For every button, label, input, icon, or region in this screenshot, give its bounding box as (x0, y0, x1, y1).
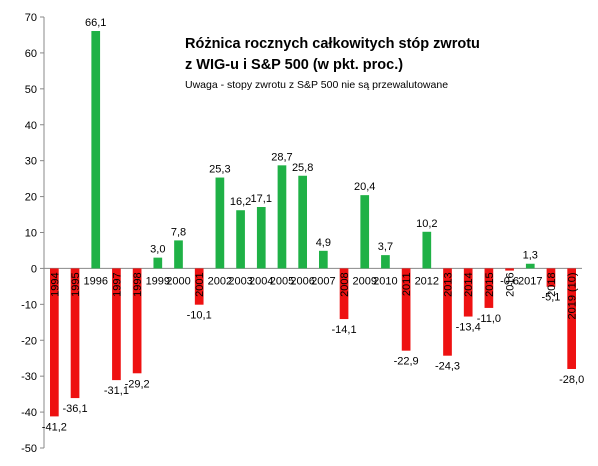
chart-title-line2: z WIG-u i S&P 500 (w pkt. proc.) (185, 57, 404, 73)
x-tick-label: 2015 (484, 272, 496, 296)
data-label: 4,9 (316, 237, 331, 249)
bar-2011 (401, 268, 411, 351)
data-label: 66,1 (85, 17, 106, 29)
data-label: 7,8 (171, 226, 186, 238)
x-tick-label: 1995 (70, 272, 82, 296)
data-label: -24,3 (435, 361, 460, 373)
bar-2009 (360, 195, 370, 269)
x-tick-label: 2006 (290, 275, 314, 287)
bar-1994 (50, 268, 59, 417)
data-labels: -41,2 -36,1 66,1 -31,1-29,2 3,0 7,8 -10,1 25,3 1… (42, 17, 584, 433)
bar-1995 (70, 268, 80, 399)
x-tick-label: 2016 (505, 272, 517, 296)
bar-2001 (194, 268, 204, 305)
bar-2016 (505, 268, 514, 271)
data-label: -14,1 (331, 324, 356, 336)
bar-1996 (91, 31, 101, 269)
x-tick-label: 2000 (166, 275, 190, 287)
x-tick-label: 2019 (10) (567, 272, 579, 319)
y-tick-label: -40 (21, 407, 37, 419)
data-label: 3,7 (378, 241, 393, 253)
y-tick-label: 60 (25, 48, 37, 60)
y-tick-label: 50 (25, 84, 37, 96)
x-tick-label: 2001 (194, 272, 206, 296)
x-tick-label: 2005 (270, 275, 294, 287)
x-tick-label: 2009 (352, 275, 376, 287)
y-tick-label: 70 (25, 12, 37, 24)
data-label: -41,2 (42, 421, 67, 433)
x-tick-label: 1998 (132, 272, 144, 296)
x-tick-label: 2008 (339, 272, 351, 296)
x-tick-label: 1999 (146, 275, 170, 287)
bar-2015 (484, 268, 494, 308)
x-tick-label: 2004 (249, 275, 273, 287)
x-tick-label: 2013 (443, 272, 455, 296)
chart-title-line1: Różnica rocznych całkowitych stóp zwrotu (185, 36, 480, 52)
bar-2013 (443, 268, 452, 356)
data-label: -0,6 (500, 276, 519, 288)
data-label: -36,1 (62, 403, 87, 415)
data-label: -22,9 (394, 356, 419, 368)
chart-title: Różnica rocznych całkowitych stóp zwrotu… (185, 34, 480, 76)
data-label: -28,0 (559, 374, 584, 386)
bar-2000 (174, 240, 183, 269)
bar-2018 (546, 268, 556, 287)
data-label: -5,1 (541, 292, 560, 304)
x-tick-label: 2014 (463, 272, 475, 296)
bar-1997 (112, 268, 121, 381)
y-tick-label: 20 (25, 192, 37, 204)
bar-2007 (319, 250, 328, 269)
x-tick-label: 2002 (208, 275, 232, 287)
bar-2010 (381, 255, 390, 269)
y-tick-label: -20 (21, 335, 37, 347)
x-tick-label: 2011 (401, 272, 413, 296)
data-label: -11,0 (477, 313, 501, 325)
x-tick-label: 2007 (311, 275, 335, 287)
data-label: -10,1 (187, 310, 212, 322)
bar-2017 (525, 263, 535, 269)
x-tick-label: 1996 (83, 275, 107, 287)
bar-2014 (463, 268, 473, 317)
bar-1999 (153, 257, 163, 269)
data-label: 16,2 (230, 196, 251, 208)
x-tick-label: 2012 (415, 275, 439, 287)
y-tick-label: 10 (25, 228, 37, 240)
x-tick-label: 1997 (111, 272, 123, 296)
y-tick-label: 40 (25, 120, 37, 132)
data-label: 25,3 (209, 164, 230, 176)
bars (50, 31, 576, 417)
bar-2006 (298, 175, 307, 269)
data-label: 17,1 (251, 193, 272, 205)
bar-2012 (422, 231, 432, 269)
y-tick-label: -30 (21, 371, 37, 383)
x-tick-label: 2018 (546, 272, 558, 296)
bar-201910 (567, 268, 576, 369)
data-label: 28,7 (271, 151, 292, 163)
y-tick-label: 30 (25, 156, 37, 168)
x-tick-label: 2010 (373, 275, 397, 287)
x-tick-label: 1994 (49, 272, 61, 296)
x-tick-label: 2017 (518, 275, 542, 287)
bar-2003 (236, 210, 245, 269)
y-tick-label: -50 (21, 443, 37, 455)
data-label: 3,0 (150, 244, 165, 256)
bar-2002 (215, 177, 225, 269)
data-label: 25,8 (292, 162, 313, 174)
y-tick-label: 0 (31, 263, 37, 275)
bar-2005 (277, 165, 287, 269)
data-label: -31,1 (104, 385, 129, 397)
data-label: -29,2 (125, 378, 150, 390)
bar-2004 (256, 206, 266, 269)
y-tick-label: -10 (21, 299, 37, 311)
chart-subtitle: Uwaga - stopy zwrotu z S&P 500 nie są pr… (185, 79, 449, 91)
data-label: -13,4 (456, 322, 481, 334)
data-label: 10,2 (416, 218, 437, 230)
data-label: 1,3 (523, 250, 538, 262)
bar-2008 (339, 268, 349, 320)
data-label: 20,4 (354, 181, 375, 193)
x-tick-label: 2003 (228, 275, 252, 287)
bar-1998 (132, 268, 142, 374)
